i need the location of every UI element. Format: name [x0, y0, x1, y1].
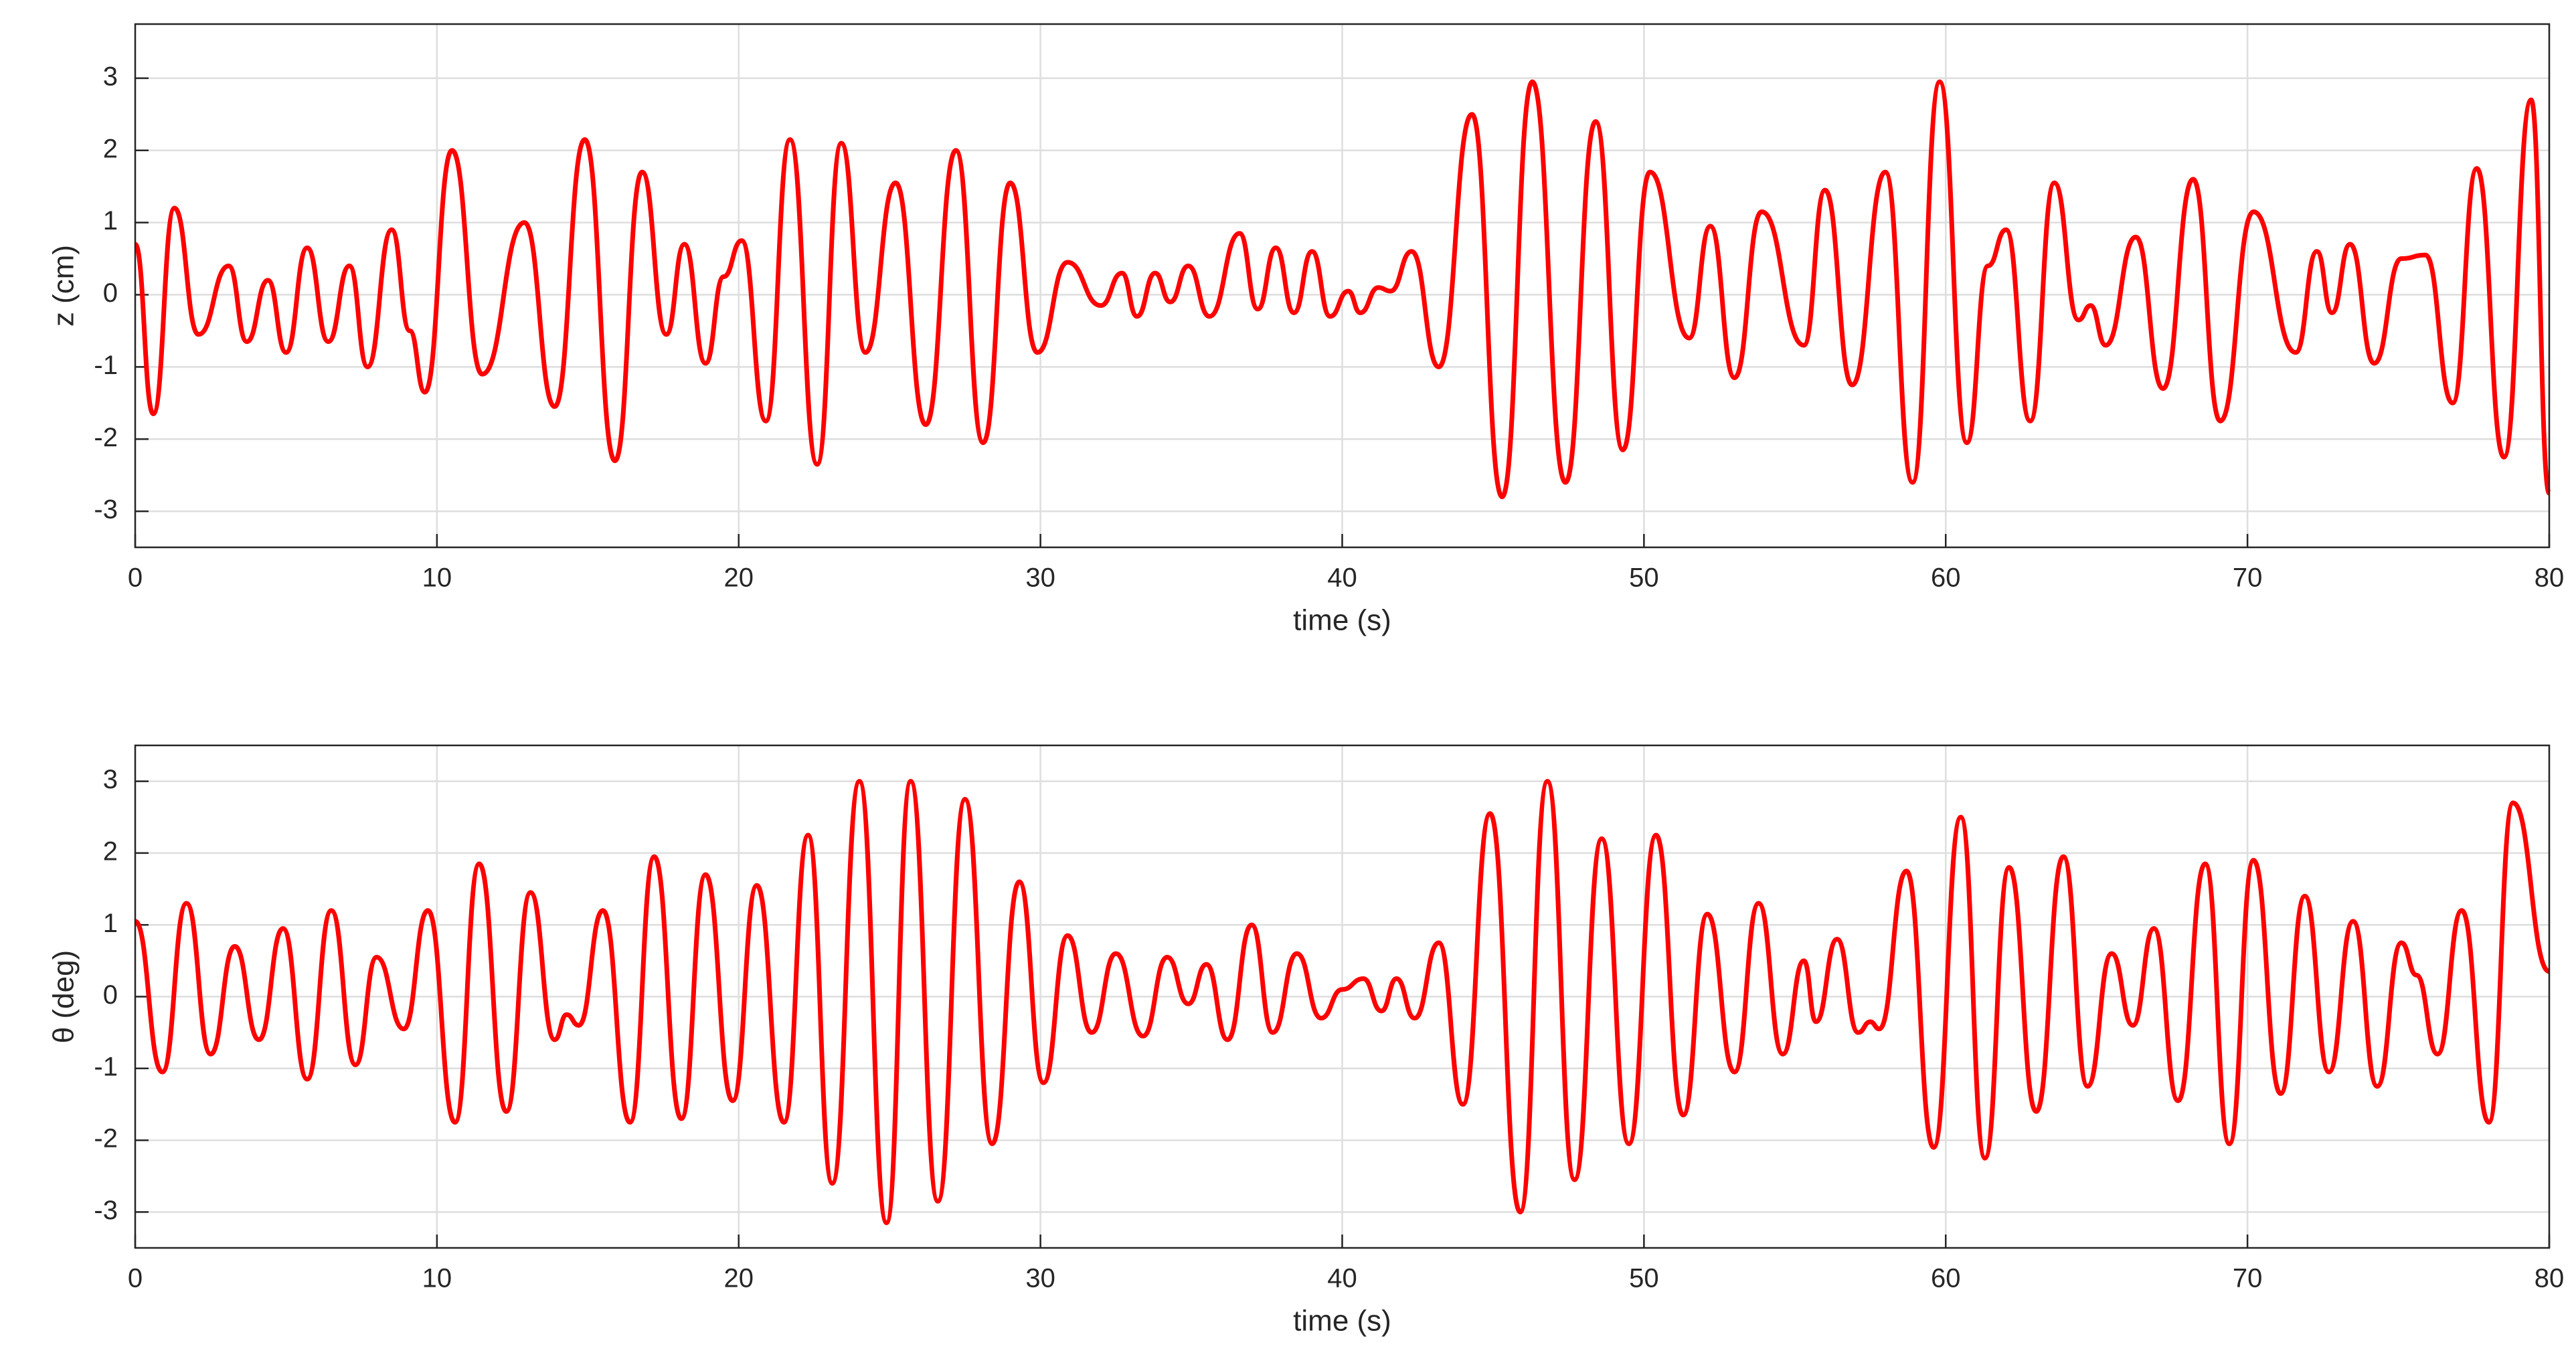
y-axis-label: θ (deg) [48, 950, 80, 1043]
y-tick-label: 2 [103, 836, 118, 866]
x-tick-label: 10 [422, 563, 452, 593]
x-tick-label: 10 [422, 1264, 452, 1293]
x-axis-label: time (s) [1293, 604, 1391, 637]
x-tick-label: 40 [1327, 1264, 1357, 1293]
y-tick-label: 0 [103, 980, 118, 1010]
y-tick-label: 1 [103, 206, 118, 236]
y-tick-label: 2 [103, 134, 118, 163]
data-line [134, 779, 2551, 1225]
x-tick-label: 40 [1327, 563, 1357, 593]
y-tick-label: -3 [94, 1196, 118, 1225]
y-tick-label: 3 [103, 765, 118, 794]
y-axis-label: z (cm) [48, 245, 80, 327]
x-tick-label: 20 [724, 563, 754, 593]
axes-box [134, 744, 2551, 1249]
x-tick-label: 20 [724, 1264, 754, 1293]
x-tick-label: 30 [1025, 1264, 1055, 1293]
y-tick-label: -2 [94, 1124, 118, 1154]
y-tick-label: 1 [103, 909, 118, 938]
x-tick-label: 0 [128, 563, 143, 593]
x-tick-label: 0 [128, 1264, 143, 1293]
y-tick-label: 3 [103, 62, 118, 91]
y-tick-label: -2 [94, 423, 118, 452]
axes-box [134, 23, 2551, 549]
x-tick-label: 60 [1931, 563, 1961, 593]
x-tick-label: 70 [2233, 1264, 2263, 1293]
x-axis-label: time (s) [1293, 1305, 1391, 1338]
x-tick-label: 50 [1629, 1264, 1659, 1293]
x-tick-label: 70 [2233, 563, 2263, 593]
data-line [133, 79, 2552, 499]
x-tick-label: 60 [1931, 1264, 1961, 1293]
y-tick-label: -1 [94, 1052, 118, 1081]
y-tick-label: -3 [94, 495, 118, 525]
x-tick-label: 30 [1025, 563, 1055, 593]
x-tick-label: 80 [2535, 563, 2565, 593]
y-tick-label: -1 [94, 351, 118, 380]
x-tick-label: 50 [1629, 563, 1659, 593]
y-tick-label: 0 [103, 278, 118, 308]
x-tick-label: 80 [2535, 1264, 2565, 1293]
